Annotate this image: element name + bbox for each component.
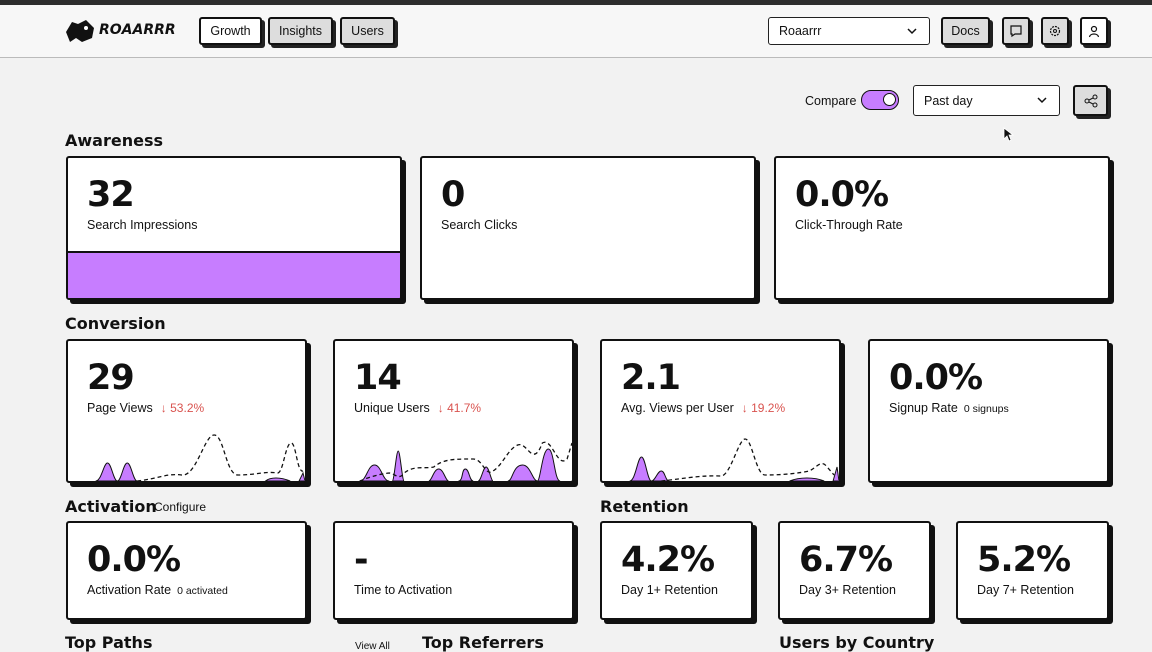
- compare-toggle[interactable]: [861, 90, 899, 110]
- user-button[interactable]: [1080, 17, 1108, 45]
- metric-card: 5.2% Day 7+ Retention: [956, 521, 1109, 620]
- feedback-button[interactable]: [1002, 17, 1030, 45]
- metric-card: 6.7% Day 3+ Retention: [778, 521, 931, 620]
- metric-label-row: Day 1+ Retention: [621, 583, 718, 597]
- metric-label: Click-Through Rate: [795, 218, 903, 232]
- sparkline-area: [629, 456, 839, 481]
- metric-card: 0.0% Click-Through Rate: [774, 156, 1110, 300]
- site-select[interactable]: Roaarrr: [768, 17, 930, 45]
- metric-value: 2.1: [621, 358, 681, 398]
- metric-label-row: Day 3+ Retention: [799, 583, 896, 597]
- metric-change: ↓ 53.2%: [160, 401, 205, 415]
- metric-value: 14: [354, 358, 402, 398]
- view-all-link[interactable]: View All: [355, 641, 390, 652]
- metric-label-row: Signup Rate 0 signups: [889, 401, 1009, 415]
- section-title: Awareness: [65, 131, 163, 150]
- metric-change: ↓ 41.7%: [437, 401, 482, 415]
- metric-label: Day 1+ Retention: [621, 583, 718, 597]
- metric-label: Day 3+ Retention: [799, 583, 896, 597]
- metric-note: 0 signups: [963, 403, 1009, 415]
- metric-label: Search Impressions: [87, 218, 198, 232]
- sparkline: [95, 434, 305, 481]
- metric-value: -: [354, 540, 368, 580]
- metric-label-row: Unique Users ↓ 41.7%: [354, 401, 481, 415]
- metric-card: 29 Page Views ↓ 53.2%: [66, 339, 307, 483]
- metric-label: Unique Users: [354, 401, 430, 415]
- sparkline: [359, 441, 572, 481]
- sparkline-compare: [661, 438, 835, 481]
- cursor: [1003, 127, 1015, 142]
- metric-card: 0.0% Activation Rate 0 activated: [66, 521, 307, 620]
- site-name: Roaarrr: [779, 24, 822, 38]
- metric-label-row: Time to Activation: [354, 583, 452, 597]
- nav-button[interactable]: Insights: [268, 17, 333, 45]
- nav-button[interactable]: Growth: [199, 17, 262, 45]
- metric-label-row: Activation Rate 0 activated: [87, 583, 228, 597]
- share-button[interactable]: [1073, 85, 1108, 116]
- sparkline-compare: [359, 441, 572, 481]
- metric-card: 14 Unique Users ↓ 41.7%: [333, 339, 574, 483]
- docs-button[interactable]: Docs: [941, 17, 990, 45]
- caret: [907, 28, 917, 35]
- metric-card: 32 Search Impressions: [66, 156, 402, 300]
- metric-value: 32: [87, 175, 135, 215]
- metric-value: 5.2%: [977, 540, 1071, 580]
- window-bar: [0, 0, 1152, 5]
- metric-label-row: Click-Through Rate: [795, 218, 903, 232]
- logo-icon: [66, 20, 94, 42]
- section-title: Conversion: [65, 314, 166, 333]
- metric-value: 0.0%: [795, 175, 889, 215]
- metric-value: 0.0%: [889, 358, 983, 398]
- impressions-bar: [68, 251, 400, 298]
- nav-button[interactable]: Users: [340, 17, 395, 45]
- compare-label: Compare: [805, 94, 857, 108]
- metric-card: 2.1 Avg. Views per User ↓ 19.2%: [600, 339, 841, 483]
- sparkline-area: [359, 448, 561, 481]
- metric-note: 0 activated: [177, 585, 228, 597]
- metric-label: Activation Rate: [87, 583, 172, 597]
- metric-label-row: Search Impressions: [87, 218, 197, 232]
- metric-label-row: Search Clicks: [441, 218, 517, 232]
- section-title: Top Referrers: [422, 633, 544, 652]
- sparkline: [629, 438, 839, 481]
- section-title: Users by Country: [779, 633, 935, 652]
- range-value: Past day: [924, 93, 973, 108]
- metric-label-row: Avg. Views per User ↓ 19.2%: [621, 401, 785, 415]
- metric-value: 29: [87, 358, 135, 398]
- section-title: Top Paths: [65, 633, 153, 652]
- section-title: Retention: [600, 497, 689, 516]
- section-title: Activation: [65, 497, 157, 516]
- metric-label: Avg. Views per User: [621, 401, 734, 415]
- range-select[interactable]: Past day: [913, 85, 1060, 116]
- metric-label: Time to Activation: [354, 583, 453, 597]
- metric-label: Page Views: [87, 401, 153, 415]
- metric-value: 6.7%: [799, 540, 893, 580]
- metric-label: Day 7+ Retention: [977, 583, 1074, 597]
- metric-card: 4.2% Day 1+ Retention: [600, 521, 753, 620]
- metric-label: Search Clicks: [441, 218, 518, 232]
- sparkline-compare: [137, 434, 304, 481]
- metric-card: - Time to Activation: [333, 521, 574, 620]
- metric-label: Signup Rate: [889, 401, 958, 415]
- metric-value: 0.0%: [87, 540, 181, 580]
- metric-card: 0 Search Clicks: [420, 156, 756, 300]
- logo-text: ROAARRR: [99, 22, 176, 38]
- metric-card: 0.0% Signup Rate 0 signups: [868, 339, 1109, 483]
- sparkline-area: [95, 462, 305, 481]
- metric-value: 0: [441, 175, 465, 215]
- metric-label-row: Day 7+ Retention: [977, 583, 1074, 597]
- metric-change: ↓ 19.2%: [741, 401, 786, 415]
- caret: [1037, 97, 1047, 104]
- settings-button[interactable]: [1041, 17, 1069, 45]
- configure-link[interactable]: Configure: [154, 500, 207, 514]
- metric-value: 4.2%: [621, 540, 715, 580]
- metric-label-row: Page Views ↓ 53.2%: [87, 401, 204, 415]
